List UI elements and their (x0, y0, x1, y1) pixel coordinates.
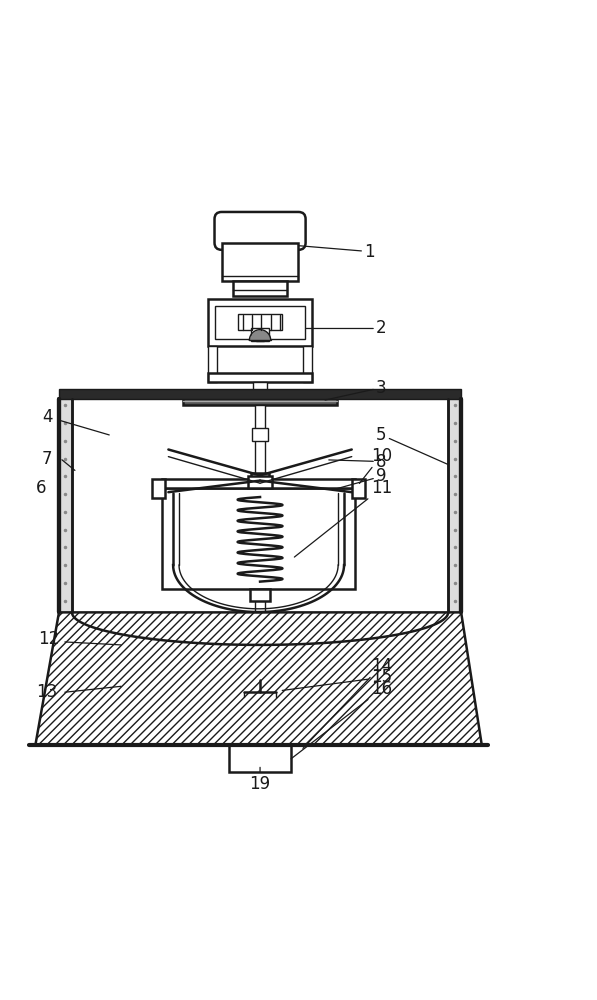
Bar (229, 745, 291, 772)
Bar (221, 243, 298, 281)
Text: 13: 13 (36, 683, 58, 701)
Text: 4: 4 (42, 408, 53, 426)
Bar (246, 667, 274, 680)
Text: 14: 14 (303, 657, 392, 748)
Text: 16: 16 (291, 680, 392, 759)
Bar (303, 346, 312, 382)
Bar (183, 395, 337, 405)
Bar (152, 479, 165, 498)
Text: 11: 11 (294, 479, 392, 557)
Bar (252, 428, 268, 441)
Bar (253, 382, 267, 395)
Bar (255, 405, 266, 683)
Text: 19: 19 (250, 767, 270, 793)
Bar (248, 476, 272, 488)
Bar (208, 299, 312, 346)
Text: 9: 9 (333, 467, 386, 490)
Bar (251, 473, 269, 486)
Text: 1: 1 (298, 243, 375, 261)
Text: 12: 12 (38, 630, 60, 648)
Bar (216, 306, 304, 339)
Text: 8: 8 (329, 453, 386, 471)
FancyBboxPatch shape (214, 212, 306, 250)
Bar (251, 328, 269, 341)
Bar (162, 488, 355, 589)
Text: 3: 3 (325, 379, 387, 400)
Polygon shape (35, 612, 482, 745)
Text: 5: 5 (376, 426, 448, 465)
Bar (233, 281, 287, 296)
Bar (238, 314, 282, 330)
Text: 2: 2 (306, 319, 387, 337)
Text: 15: 15 (282, 668, 392, 690)
Text: 6: 6 (36, 479, 47, 497)
Text: 10: 10 (359, 447, 392, 483)
Bar (256, 334, 264, 341)
Bar (59, 399, 72, 612)
Bar (162, 479, 355, 488)
Bar (250, 589, 270, 601)
Bar (59, 389, 461, 399)
Bar (352, 479, 365, 498)
Bar (208, 373, 312, 382)
Text: 7: 7 (42, 450, 53, 468)
Bar (208, 346, 217, 382)
Bar (448, 399, 461, 612)
